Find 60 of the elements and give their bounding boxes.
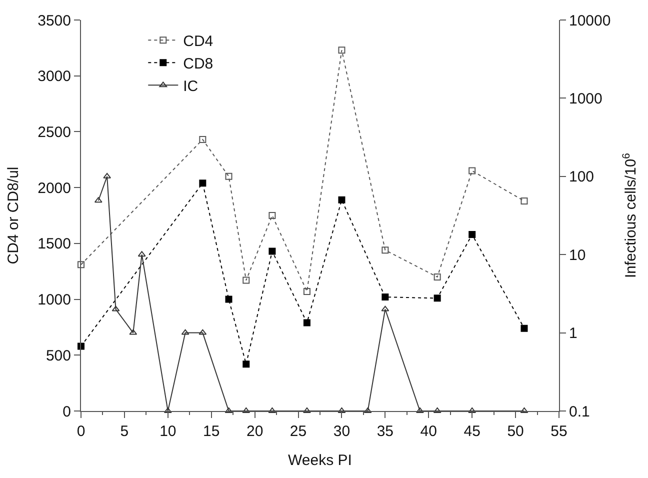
y-tick-label: 3500 xyxy=(38,12,71,30)
y-axis-title: CD4 or CD8/ul xyxy=(4,166,22,264)
point xyxy=(94,197,102,203)
y-tick-label: 500 xyxy=(46,347,71,364)
y-tick-label: 2500 xyxy=(38,124,71,141)
point xyxy=(338,46,346,54)
point xyxy=(468,167,476,174)
x-tick-label: 5 xyxy=(120,423,129,440)
y-tick-label: 1500 xyxy=(38,236,71,253)
point xyxy=(268,248,276,255)
point xyxy=(242,360,250,368)
point xyxy=(434,273,441,280)
point xyxy=(78,261,84,268)
point xyxy=(199,180,206,187)
point xyxy=(225,296,232,303)
y-tick-label: 0 xyxy=(62,403,71,420)
x-tick-label: 30 xyxy=(333,423,350,440)
point xyxy=(199,136,206,144)
point xyxy=(381,306,390,312)
x-tick-label: 10 xyxy=(160,423,176,440)
point xyxy=(382,246,389,254)
point xyxy=(338,196,346,204)
x-axis-title: Weeks PI xyxy=(288,452,352,469)
point xyxy=(303,319,310,326)
x-tick-label: 40 xyxy=(420,423,437,440)
point xyxy=(181,329,190,335)
point xyxy=(520,197,528,204)
point xyxy=(303,288,310,295)
y2-tick-label: 10 xyxy=(569,246,586,264)
point xyxy=(225,172,232,180)
y-tick-label: 3000 xyxy=(38,68,71,86)
legend-label: IC xyxy=(183,78,198,96)
y2-tick-label: 10000 xyxy=(569,12,611,30)
point xyxy=(434,294,441,302)
x-tick-label: 0 xyxy=(76,423,86,440)
x-tick-label: 45 xyxy=(464,423,480,440)
x-tick-label: 35 xyxy=(376,423,394,440)
point xyxy=(112,306,120,312)
point xyxy=(468,230,476,238)
y2-tick-label: 1000 xyxy=(569,90,602,108)
legend-label: CD8 xyxy=(183,56,214,73)
x-tick-label: 25 xyxy=(290,423,307,440)
y2-tick-label: 100 xyxy=(569,168,594,186)
point xyxy=(242,276,250,284)
y2-tick-label: 0.1 xyxy=(569,403,590,420)
point xyxy=(103,172,112,178)
point xyxy=(382,294,389,301)
x-tick-label: 15 xyxy=(203,423,220,440)
point xyxy=(520,324,528,332)
point xyxy=(198,329,207,335)
y2-tick-label: 1 xyxy=(569,325,578,342)
legend-label: CD4 xyxy=(183,33,214,50)
x-tick-label: 20 xyxy=(246,423,264,440)
point xyxy=(138,251,146,257)
point xyxy=(129,329,138,335)
y-tick-label: 2000 xyxy=(38,180,71,197)
x-tick-label: 55 xyxy=(550,423,568,440)
y-tick-label: 1000 xyxy=(38,292,71,309)
x-tick-label: 50 xyxy=(507,423,524,440)
point xyxy=(268,212,276,219)
